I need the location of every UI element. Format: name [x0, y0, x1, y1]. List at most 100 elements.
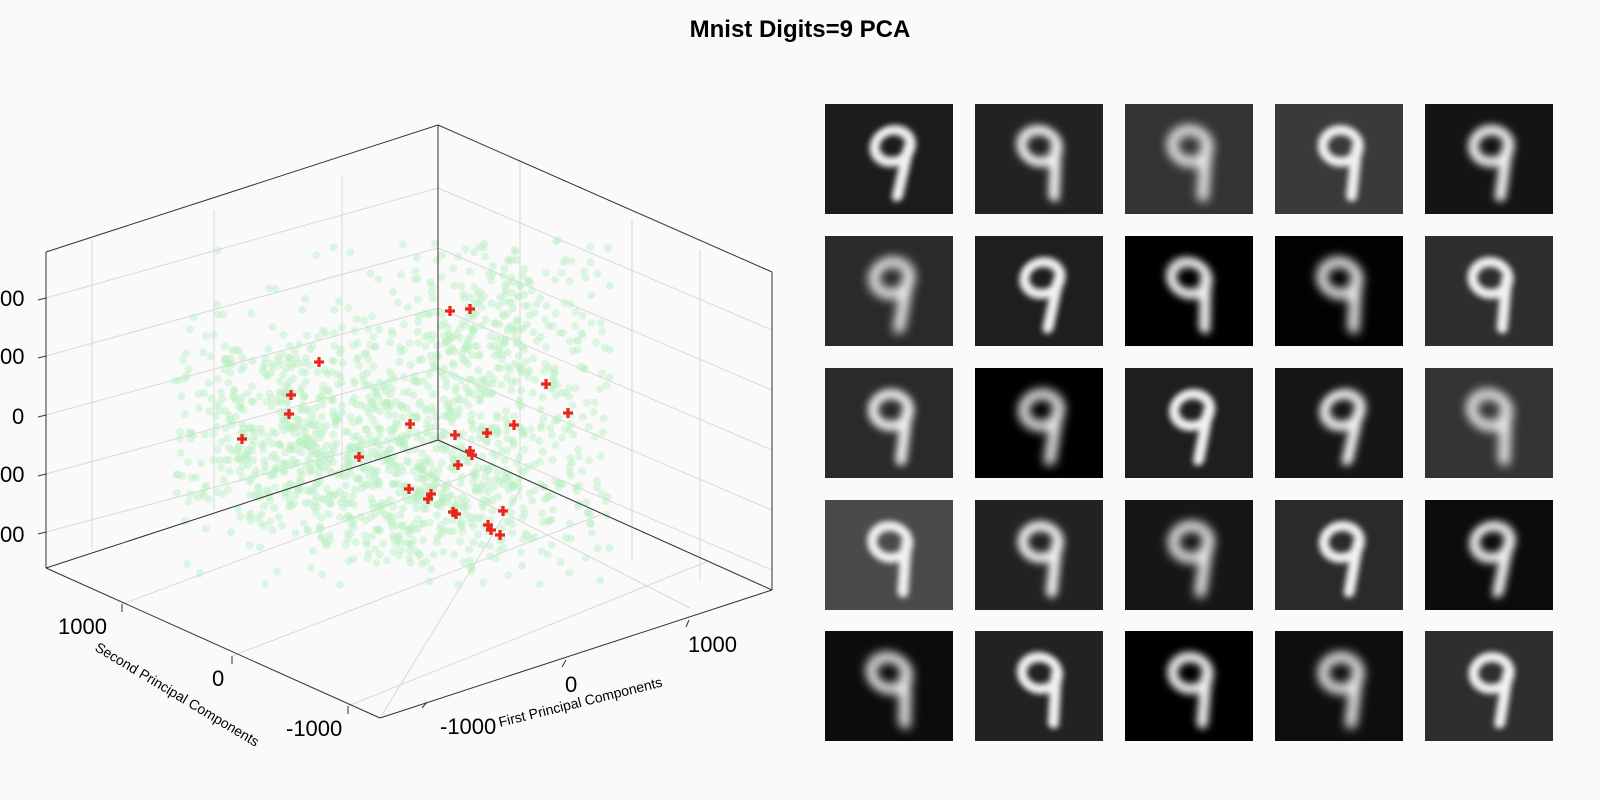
sample-point [437, 273, 446, 281]
sample-point [347, 520, 356, 529]
sample-point [357, 436, 365, 444]
sample-point [324, 465, 333, 474]
sample-point [284, 488, 293, 497]
tick-mark [685, 619, 690, 628]
sample-point [475, 426, 484, 435]
sample-point [343, 535, 352, 544]
sample-point [426, 470, 435, 479]
sample-point [298, 440, 307, 449]
sample-point [326, 449, 335, 458]
sample-point [281, 448, 290, 457]
sample-point [596, 576, 605, 585]
sample-point [312, 492, 321, 501]
sample-point [539, 517, 548, 526]
sample-point [465, 375, 474, 384]
sample-point [395, 480, 404, 489]
sample-point [565, 519, 574, 528]
sample-point [176, 448, 185, 457]
sample-point [384, 466, 393, 475]
sample-point [336, 371, 345, 380]
sample-point [376, 502, 385, 511]
sample-point [398, 432, 407, 441]
sample-point [415, 400, 424, 409]
sample-point [442, 446, 451, 454]
sample-point [352, 431, 361, 440]
sample-point [517, 386, 526, 395]
sample-point [313, 503, 322, 511]
sample-point [371, 387, 380, 396]
sample-point [350, 393, 359, 402]
sample-point [502, 473, 511, 482]
sample-point [464, 389, 473, 398]
sample-point [186, 490, 195, 498]
sample-point [518, 271, 527, 280]
digit-thumbnail [825, 631, 953, 741]
tick-mark [561, 659, 567, 668]
sample-point [554, 413, 563, 422]
sample-point [464, 343, 473, 351]
sample-point [438, 498, 447, 507]
selected-point-marker [405, 419, 415, 429]
sample-point [224, 443, 233, 452]
sample-point [361, 381, 370, 390]
sample-point [315, 522, 324, 531]
sample-point [444, 331, 453, 340]
sample-point [180, 374, 189, 383]
sample-point [459, 429, 468, 438]
sample-point [587, 291, 596, 300]
sample-point [270, 450, 278, 459]
sample-point [308, 484, 317, 493]
sample-point [338, 358, 347, 367]
sample-point [454, 580, 463, 589]
sample-point [598, 489, 606, 498]
sample-point [425, 310, 434, 319]
sample-point [263, 371, 272, 380]
sample-point [300, 358, 309, 367]
sample-point [363, 439, 372, 447]
sample-point [337, 378, 346, 387]
sample-point [480, 472, 489, 481]
sample-point [520, 345, 528, 354]
sample-point [290, 346, 299, 355]
sample-point [513, 316, 522, 325]
sample-point [479, 291, 488, 300]
sample-point [329, 407, 338, 416]
sample-point [431, 479, 440, 488]
sample-point [517, 548, 526, 557]
sample-point [530, 533, 539, 542]
sample-point [239, 462, 247, 471]
sample-point [268, 468, 277, 477]
sample-point [265, 284, 273, 293]
sample-point [366, 513, 375, 522]
sample-point [468, 327, 477, 336]
sample-point [605, 281, 614, 290]
sample-point [507, 273, 516, 282]
selected-point-marker [237, 434, 247, 444]
sample-point [544, 321, 553, 330]
sample-point [327, 368, 336, 377]
sample-point [518, 426, 527, 435]
sample-point [244, 512, 253, 521]
sample-point [383, 456, 392, 465]
sample-point [362, 466, 370, 475]
sample-point [582, 498, 591, 507]
sample-point [410, 484, 419, 493]
sample-point [342, 499, 351, 508]
sample-point [171, 376, 180, 385]
sample-point [312, 480, 321, 489]
sample-point [400, 439, 409, 448]
sample-point [497, 446, 506, 455]
sample-point [261, 353, 270, 362]
sample-point [494, 301, 503, 310]
sample-point [200, 389, 209, 398]
sample-point [422, 428, 431, 437]
sample-point [260, 439, 269, 447]
sample-point [298, 305, 307, 314]
axis-edge [437, 439, 773, 591]
sample-point [232, 447, 241, 455]
sample-point [297, 470, 306, 479]
sample-point [303, 433, 312, 442]
sample-point [333, 470, 342, 479]
sample-point [470, 324, 479, 333]
sample-point [336, 498, 345, 507]
